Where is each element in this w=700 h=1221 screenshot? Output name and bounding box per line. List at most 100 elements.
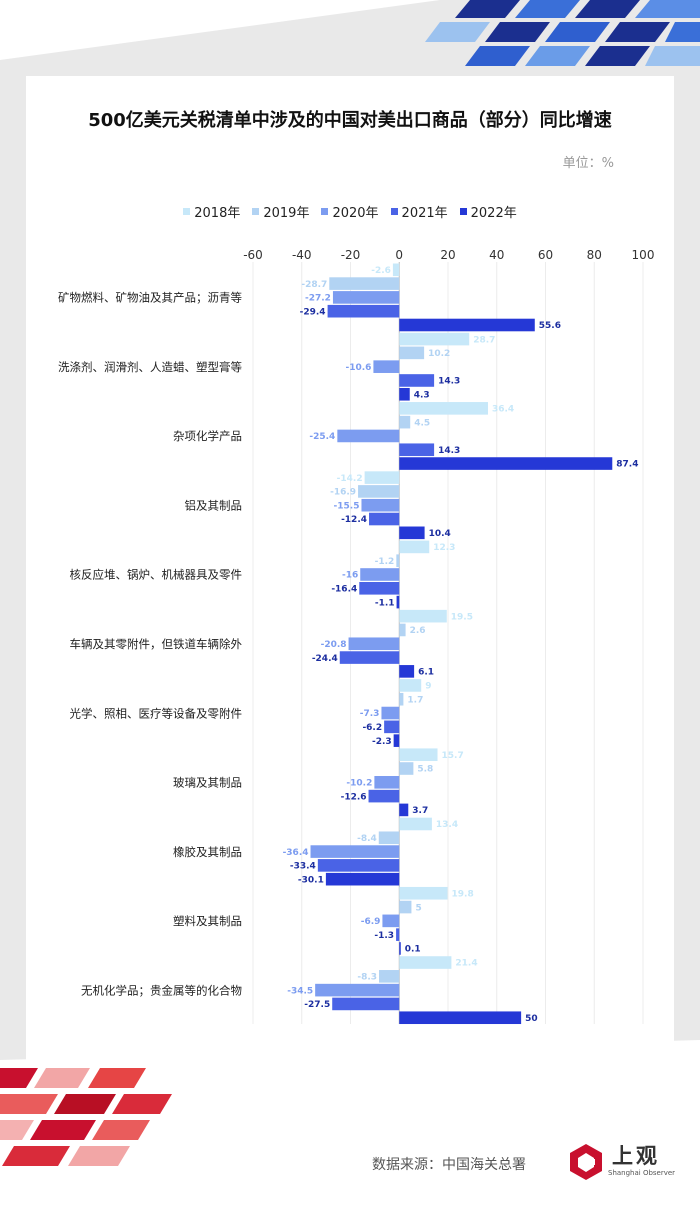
bar: [358, 485, 400, 498]
data-label: -29.4: [300, 307, 326, 317]
data-label: -30.1: [298, 875, 324, 885]
category-label: 塑料及其制品: [173, 914, 242, 928]
data-label: 50: [525, 1014, 538, 1024]
bar: [310, 845, 400, 858]
shanghai-observer-logo: 上观 Shanghai Observer: [566, 1140, 676, 1184]
legend-swatch: [321, 208, 329, 215]
data-label: 14.3: [438, 377, 460, 387]
x-tick-label: 0: [395, 248, 403, 262]
bar: [373, 360, 400, 373]
data-label: 55.6: [539, 321, 561, 331]
category-label: 玻璃及其制品: [173, 776, 242, 790]
top-left-light-corner: [0, 0, 440, 60]
bar: [361, 498, 400, 512]
data-label: 87.4: [616, 460, 638, 470]
bar: [399, 956, 452, 969]
top-right-hexagon-pattern: [425, 0, 700, 66]
data-label: -25.4: [309, 432, 335, 442]
legend-label: 2022年: [470, 206, 517, 221]
data-label: -2.6: [371, 266, 391, 276]
bar: [382, 914, 400, 928]
data-label: -1.1: [375, 598, 395, 608]
bar: [381, 706, 400, 720]
x-tick-label: -40: [292, 248, 312, 262]
data-label: 0.1: [405, 945, 421, 955]
logo-subtext: Shanghai Observer: [608, 1169, 676, 1177]
data-label: -12.4: [341, 515, 367, 525]
legend-item: 2018年: [183, 202, 240, 221]
legend-item: 2022年: [459, 202, 517, 221]
data-label: 10.4: [429, 529, 451, 539]
bar: [339, 651, 400, 664]
legend-item: 2021年: [390, 202, 448, 221]
data-label: -7.3: [360, 709, 380, 719]
data-label: 6.1: [418, 668, 434, 678]
bar: [317, 859, 400, 872]
bar: [399, 803, 409, 817]
data-label: -14.2: [337, 474, 363, 484]
bar: [399, 1011, 522, 1025]
x-tick-label: 60: [538, 248, 553, 262]
data-label: -6.9: [361, 917, 381, 927]
legend-swatch: [252, 208, 260, 215]
data-label: 5: [415, 903, 421, 913]
data-label: -1.3: [374, 931, 394, 941]
unit-label: 单位：%: [562, 156, 614, 171]
data-label: -8.3: [357, 973, 377, 983]
bar: [364, 471, 400, 484]
bar: [348, 637, 400, 651]
legend-swatch: [183, 208, 191, 215]
data-label: -28.7: [301, 280, 327, 290]
bottom-light-band: [0, 1040, 700, 1221]
category-label: 光学、照相、医疗等设备及零附件: [70, 706, 243, 720]
category-label: 核反应堆、锅炉、机械器具及零件: [70, 568, 243, 582]
legend-swatch: [459, 208, 467, 215]
x-tick-label: -60: [243, 248, 263, 262]
data-label: 4.3: [414, 390, 430, 400]
data-label: 21.4: [455, 959, 477, 969]
bar: [378, 831, 400, 845]
category-label: 无机化学品；贵金属等的化合物: [81, 983, 242, 997]
bar: [399, 817, 432, 831]
data-label: 19.5: [451, 612, 473, 622]
bar: [332, 997, 400, 1011]
bar: [399, 540, 430, 554]
bar: [399, 457, 613, 470]
legend-swatch: [390, 208, 398, 215]
legend-label: 2021年: [401, 206, 448, 221]
data-label: 4.5: [414, 418, 430, 428]
bar: [399, 443, 435, 457]
x-tick-label: 20: [440, 248, 455, 262]
bar: [325, 872, 400, 886]
bar: [337, 429, 400, 443]
data-label: 9: [425, 682, 431, 692]
data-label: 10.2: [428, 349, 450, 359]
bar: [369, 512, 400, 526]
data-label: -10.6: [345, 363, 371, 373]
bar: [399, 346, 425, 360]
bar: [399, 415, 411, 429]
data-label: -2.3: [372, 737, 392, 747]
data-label: 3.7: [412, 806, 428, 816]
bottom-left-hexagon-pattern: [0, 1068, 172, 1166]
category-label: 洗涤剂、润滑剂、人造蜡、塑型膏等: [58, 360, 242, 374]
data-label: -36.4: [283, 848, 309, 858]
category-label: 矿物燃料、矿物油及其产品；沥青等: [58, 291, 242, 305]
bar: [399, 609, 447, 623]
logo-text: 上观: [612, 1144, 660, 1168]
legend-item: 2020年: [321, 202, 379, 221]
data-label: 5.8: [417, 765, 433, 775]
data-label: -27.2: [305, 294, 331, 304]
data-label: -10.2: [346, 779, 372, 789]
x-tick-label: -20: [341, 248, 361, 262]
bar: [329, 277, 400, 290]
bar: [315, 983, 400, 997]
data-label: -27.5: [304, 1000, 330, 1010]
category-label: 车辆及其零附件，但铁道车辆除外: [70, 637, 243, 651]
bar: [332, 291, 400, 304]
bar: [374, 776, 400, 789]
legend-label: 2018年: [194, 206, 241, 221]
bar: [399, 886, 448, 900]
data-label: -34.5: [287, 986, 313, 996]
data-label: 15.7: [442, 751, 464, 761]
